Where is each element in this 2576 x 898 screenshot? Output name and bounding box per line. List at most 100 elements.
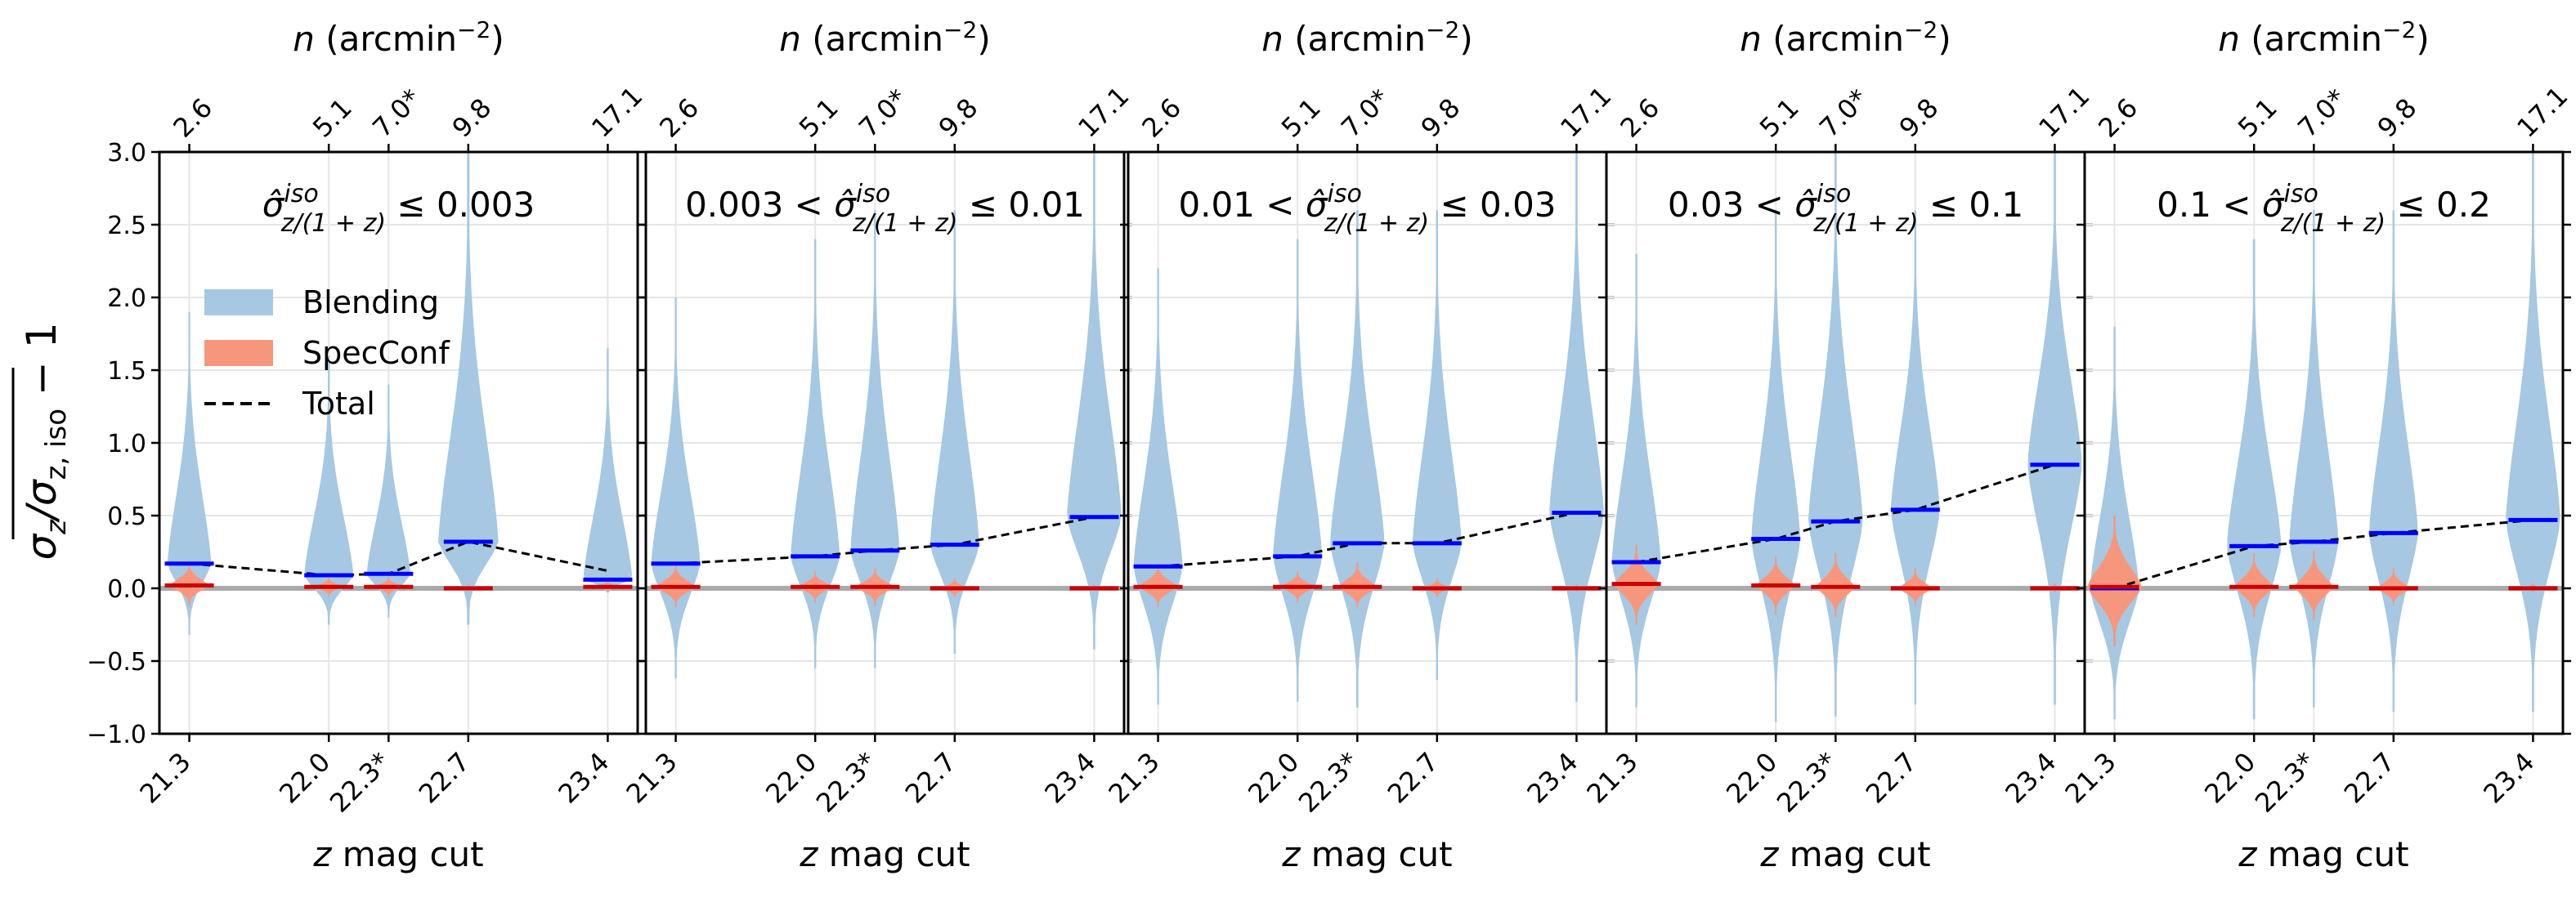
blending-violin (1330, 210, 1385, 708)
top-axis-label-exp: −2 (457, 16, 491, 43)
x-tick-label: 23.4 (1999, 746, 2062, 809)
x-axis-label-var: z (2238, 834, 2267, 874)
panel-title-symbol: σ̂ (262, 185, 285, 225)
panel-title-symbol: σ̂ (2262, 185, 2285, 225)
top-axis-label-exp: −2 (1426, 16, 1459, 43)
blending-violin (1751, 210, 1800, 722)
top-tick-label: 2.6 (167, 92, 218, 144)
panel-title-pre: 0.1 < (2157, 185, 2262, 225)
y-tick-label: 0.0 (107, 575, 146, 604)
blending-violin (850, 210, 899, 668)
top-axis-label-unit: (arcmin (1762, 19, 1904, 59)
x-tick-label: 23.4 (2477, 746, 2540, 809)
y-tick-label: 2.0 (107, 284, 146, 313)
x-tick-label: 21.3 (133, 746, 196, 809)
top-axis-label-var: n (293, 19, 315, 59)
x-tick-label: 22.7 (1382, 746, 1445, 809)
svg-text:σz/σz, iso − 1: σz/σz, iso − 1 (18, 322, 73, 560)
x-tick-label: 21.3 (2059, 746, 2121, 809)
blending-violin (2369, 210, 2418, 713)
blending-violin (304, 355, 353, 625)
top-axis-label-unit: (arcmin (2240, 19, 2382, 59)
legend-label: SpecConf (302, 335, 450, 371)
top-tick-label: 9.8 (2372, 92, 2423, 144)
x-tick-label: 23.4 (552, 746, 615, 809)
panel-title-symbol: σ̂ (1306, 185, 1328, 225)
x-tick-label: 22.7 (2338, 746, 2401, 809)
panel-title-sub: z/(1 + z) (280, 209, 386, 238)
y-tick-label: −0.5 (87, 648, 146, 677)
top-axis-label: n (arcmin−2) (779, 16, 990, 59)
blending-violin (1808, 152, 1863, 717)
panel-title: 0.003 < σ̂iso z/(1 + z) ≤ 0.01 (685, 180, 1085, 238)
top-tick-label: 5.1 (1275, 92, 1327, 144)
top-axis-label-unit: (arcmin (1284, 19, 1426, 59)
blending-violin (1067, 152, 1122, 650)
top-tick-label: 7.0* (1335, 83, 1396, 143)
top-axis-label-exp: −2 (1904, 16, 1938, 43)
panel-title: 0.01 < σ̂iso z/(1 + z) ≤ 0.03 (1178, 180, 1556, 238)
y-tick-label: 0.5 (107, 503, 146, 531)
legend: Blending SpecConf Total (204, 284, 450, 422)
top-tick-label: 2.6 (1614, 92, 1665, 144)
x-tick-label: 21.3 (1580, 746, 1643, 809)
top-axis-label-exp: −2 (2382, 16, 2416, 43)
panel-title-pre: 0.03 < (1668, 185, 1794, 225)
x-axis-label: z mag cut (799, 834, 970, 874)
x-tick-label: 22.7 (1860, 746, 1923, 809)
panel-title-pre: 0.003 < (685, 185, 834, 225)
blending-violin (2506, 152, 2560, 713)
panel-title-sup: iso (856, 180, 890, 208)
top-axis-label-close: ) (2416, 19, 2429, 59)
top-axis-label: n (arcmin−2) (1740, 16, 1951, 59)
x-tick-label: 22.3* (2249, 746, 2322, 819)
top-tick-label: 9.8 (933, 92, 984, 144)
total-dashed-line (2114, 518, 2533, 590)
x-tick-label: 21.3 (1102, 746, 1165, 809)
y-tick-label: 1.5 (107, 357, 146, 386)
blending-violin (1549, 152, 1604, 702)
blending-violin (2027, 152, 2082, 705)
panel-title-post: ≤ 0.1 (1919, 185, 2024, 225)
top-tick-label: 7.0* (1813, 83, 1874, 143)
panel-2: 21.32.622.05.122.3*7.0*22.79.823.417.1z … (620, 16, 1135, 874)
top-axis-label: n (arcmin−2) (293, 16, 504, 59)
panel-title-post: ≤ 0.01 (957, 185, 1084, 225)
x-axis-label-text: mag cut (343, 834, 484, 874)
top-axis-label-var: n (1261, 19, 1284, 59)
blending-violin (1133, 268, 1183, 705)
blending-violin (2227, 239, 2281, 720)
top-axis-label-var: n (1740, 19, 1762, 59)
panel-4: 21.32.622.05.122.3*7.0*22.79.823.417.1z … (1580, 16, 2095, 874)
blending-violin (1890, 210, 1940, 705)
panel-title-post: ≤ 0.2 (2386, 185, 2491, 225)
panel-3: 21.32.622.05.122.3*7.0*22.79.823.417.1z … (1102, 16, 1617, 874)
legend-swatch-specconf (204, 340, 273, 366)
top-axis-label-unit: (arcmin (801, 19, 943, 59)
x-axis-label-text: mag cut (829, 834, 970, 874)
panel-title-symbol: σ̂ (834, 185, 857, 225)
top-axis-label-close: ) (491, 19, 504, 59)
blending-violin (1413, 210, 1462, 681)
x-axis-label-var: z (1759, 834, 1789, 874)
blending-violin (1273, 239, 1322, 702)
top-axis-label-var: n (779, 19, 801, 59)
panel-title: 0.03 < σ̂iso z/(1 + z) ≤ 0.1 (1668, 180, 2023, 238)
panel-title-sub: z/(1 + z) (852, 209, 957, 238)
blending-violin (583, 348, 632, 593)
x-tick-label: 22.7 (899, 746, 962, 809)
blending-violin (438, 152, 499, 625)
legend-label: Total (302, 386, 375, 422)
x-axis-label-text: mag cut (1311, 834, 1453, 874)
top-axis-label-var: n (2218, 19, 2240, 59)
blending-violin (791, 239, 840, 668)
panel-title: 0.1 < σ̂iso z/(1 + z) ≤ 0.2 (2157, 180, 2491, 238)
blending-violin (366, 384, 410, 618)
top-axis-label-exp: −2 (943, 16, 977, 43)
top-tick-label: 2.6 (2092, 92, 2144, 144)
panel-title-post: ≤ 0.003 (386, 185, 535, 225)
panel-title-sub: z/(1 + z) (1324, 209, 1429, 238)
x-tick-label: 22.3* (1771, 746, 1844, 819)
x-axis-label-var: z (1281, 834, 1310, 874)
